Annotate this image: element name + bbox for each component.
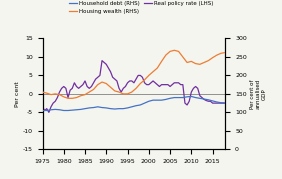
Legend: Household debt (RHS), Housing wealth (RHS), Real policy rate (LHS): Household debt (RHS), Housing wealth (RH… <box>67 0 215 16</box>
Y-axis label: Per cent of
annualised
GDP: Per cent of annualised GDP <box>250 79 267 109</box>
Y-axis label: Per cent: Per cent <box>15 81 20 107</box>
